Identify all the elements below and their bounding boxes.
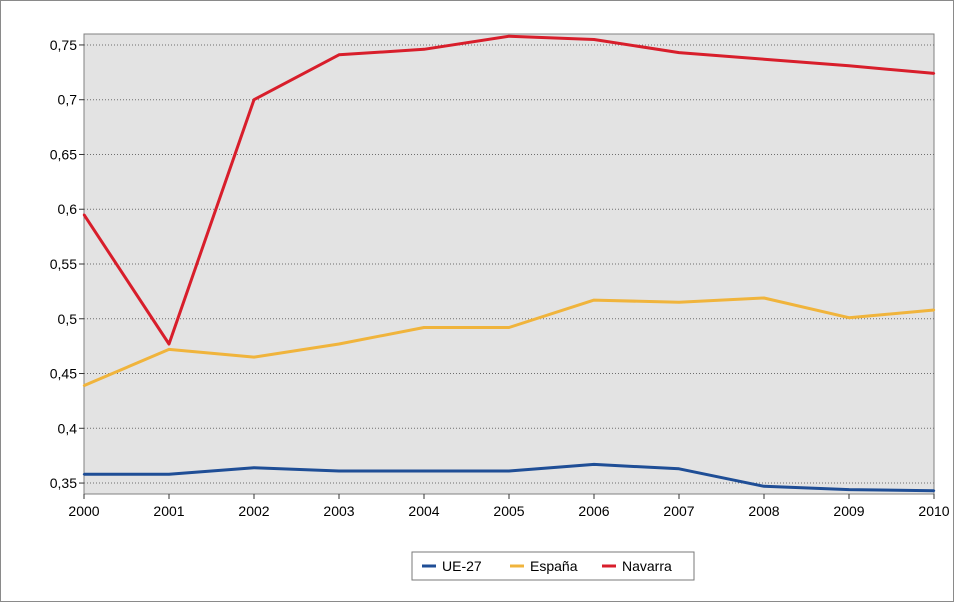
data-point	[932, 72, 936, 75]
legend-label: España	[530, 558, 578, 574]
data-point	[167, 342, 171, 346]
x-tick-label: 2008	[748, 503, 779, 519]
data-point	[337, 53, 341, 57]
y-tick-label: 0,65	[50, 146, 77, 162]
data-point	[677, 51, 681, 54]
data-point	[422, 48, 426, 51]
y-tick-label: 0,75	[50, 37, 77, 53]
x-tick-label: 2009	[833, 503, 864, 519]
data-point	[167, 348, 171, 351]
data-point	[507, 326, 511, 329]
data-point	[167, 473, 171, 476]
gridlines	[84, 44, 934, 484]
data-point	[82, 473, 86, 476]
data-point	[337, 342, 341, 346]
data-point	[677, 301, 681, 304]
data-point	[82, 213, 86, 216]
data-point	[422, 326, 426, 329]
data-point	[252, 98, 256, 101]
x-tick-label: 2010	[918, 503, 949, 519]
y-tick-label: 0,5	[58, 311, 78, 327]
data-point	[762, 57, 766, 61]
y-tick-label: 0,35	[50, 475, 77, 491]
data-point	[677, 467, 681, 471]
data-point	[507, 469, 511, 473]
y-tick-label: 0,7	[58, 92, 78, 108]
data-point	[422, 469, 426, 473]
axes: 0,35 0,4 0,45 0,5 0,55 0,6 0,65 0,7 0,75 2000 2001…	[50, 37, 950, 519]
data-point	[847, 316, 851, 319]
data-point	[252, 355, 256, 359]
y-tick-label: 0,6	[58, 201, 78, 217]
x-tick-label: 2005	[493, 503, 524, 519]
x-tick-label: 2004	[408, 503, 439, 519]
data-point	[932, 308, 936, 312]
x-tick-label: 2006	[578, 503, 609, 519]
data-point	[762, 485, 766, 488]
legend-box	[411, 551, 695, 581]
y-tick-label: 0,45	[50, 366, 77, 382]
data-point	[592, 463, 596, 466]
y-tick-label: 0,4	[58, 420, 78, 436]
plot-area	[83, 33, 935, 495]
legend-label: UE-27	[442, 558, 482, 574]
data-point	[82, 384, 86, 387]
data-point	[507, 34, 511, 38]
data-point	[592, 38, 596, 41]
data-point	[252, 466, 256, 469]
data-point	[337, 469, 341, 473]
data-point	[592, 298, 596, 302]
data-point	[932, 489, 936, 492]
x-tick-label: 2001	[153, 503, 184, 519]
x-tick-label: 2003	[323, 503, 354, 519]
y-tick-label: 0,55	[50, 256, 77, 272]
legend-label: Navarra	[622, 558, 672, 574]
data-point	[847, 64, 851, 67]
series-lines	[82, 34, 936, 493]
legend: UE-27 España Navarra	[411, 551, 695, 581]
data-point	[847, 488, 851, 491]
x-tick-label: 2007	[663, 503, 694, 519]
x-tick-label: 2000	[68, 503, 99, 519]
data-point	[762, 296, 766, 300]
x-tick-label: 2002	[238, 503, 269, 519]
